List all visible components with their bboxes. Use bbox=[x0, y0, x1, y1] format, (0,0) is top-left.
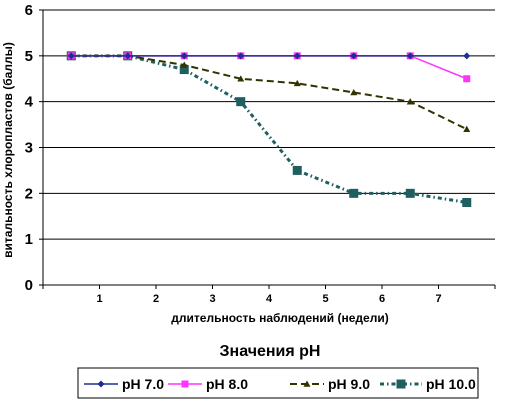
y-tick-label: 2 bbox=[25, 185, 33, 202]
y-axis-label: витальность хлоропластов (баллы) bbox=[1, 42, 15, 258]
data-point bbox=[181, 380, 189, 388]
x-tick-label: 4 bbox=[266, 293, 273, 305]
data-point bbox=[179, 65, 189, 75]
data-point bbox=[463, 75, 471, 83]
legend-item: pH 10.0 bbox=[380, 376, 476, 392]
legend-label: pH 9.0 bbox=[328, 376, 370, 392]
y-tick-label: 3 bbox=[25, 140, 33, 157]
data-point bbox=[67, 52, 75, 60]
data-point bbox=[303, 380, 311, 387]
x-tick-label: 2 bbox=[153, 293, 159, 305]
data-point bbox=[97, 380, 105, 388]
data-point bbox=[124, 52, 132, 60]
series-line bbox=[71, 54, 467, 204]
series-layer bbox=[66, 51, 472, 207]
legend-item: pH 8.0 bbox=[168, 376, 248, 392]
data-point bbox=[463, 125, 471, 132]
y-tick-label: 1 bbox=[25, 231, 33, 248]
data-point bbox=[462, 198, 472, 207]
data-point bbox=[406, 52, 414, 60]
y-tick-label: 5 bbox=[25, 48, 33, 65]
data-point bbox=[350, 89, 358, 96]
x-tick-label: 5 bbox=[322, 293, 328, 305]
data-point bbox=[180, 61, 188, 68]
x-tick-label: 6 bbox=[379, 293, 385, 305]
axes bbox=[42, 10, 496, 289]
series-ph-7.0 bbox=[67, 52, 471, 60]
legend-item: pH 7.0 bbox=[84, 376, 164, 392]
y-tick-labels: 0 1 2 3 4 5 6 bbox=[25, 2, 34, 294]
data-point bbox=[237, 75, 245, 82]
x-tick-label: 7 bbox=[435, 293, 441, 305]
y-tick-label: 0 bbox=[25, 277, 33, 294]
legend-label: pH 7.0 bbox=[122, 376, 164, 392]
x-tick-label: 3 bbox=[209, 293, 215, 305]
data-point bbox=[236, 97, 246, 107]
legend-label: pH 8.0 bbox=[206, 376, 248, 392]
data-point bbox=[180, 52, 188, 60]
legend-label: pH 10.0 bbox=[426, 376, 476, 392]
y-tick-label: 4 bbox=[25, 94, 34, 111]
series-ph-9.0 bbox=[67, 52, 471, 132]
y-tick-label: 6 bbox=[25, 2, 33, 19]
data-point bbox=[237, 52, 245, 60]
x-tick-labels: 1 2 3 4 5 6 7 bbox=[96, 293, 441, 305]
data-point bbox=[405, 188, 415, 198]
data-point bbox=[292, 165, 302, 175]
data-point bbox=[406, 98, 414, 105]
gridlines bbox=[39, 9, 495, 286]
legend-item: pH 9.0 bbox=[290, 376, 370, 392]
x-axis-label: длительность наблюдений (недели) bbox=[171, 311, 388, 325]
series-line bbox=[71, 54, 468, 131]
legend: pH 7.0 pH 8.0 pH 9.0 pH 10.0 bbox=[84, 376, 476, 392]
data-point bbox=[396, 379, 406, 389]
data-point bbox=[349, 188, 359, 198]
legend-title: Значения pH bbox=[220, 343, 321, 360]
data-point bbox=[350, 52, 358, 60]
data-point bbox=[463, 52, 471, 60]
data-point bbox=[293, 52, 301, 60]
data-point bbox=[293, 79, 301, 87]
x-tick-label: 1 bbox=[96, 293, 102, 305]
series-ph-10.0 bbox=[66, 51, 472, 207]
